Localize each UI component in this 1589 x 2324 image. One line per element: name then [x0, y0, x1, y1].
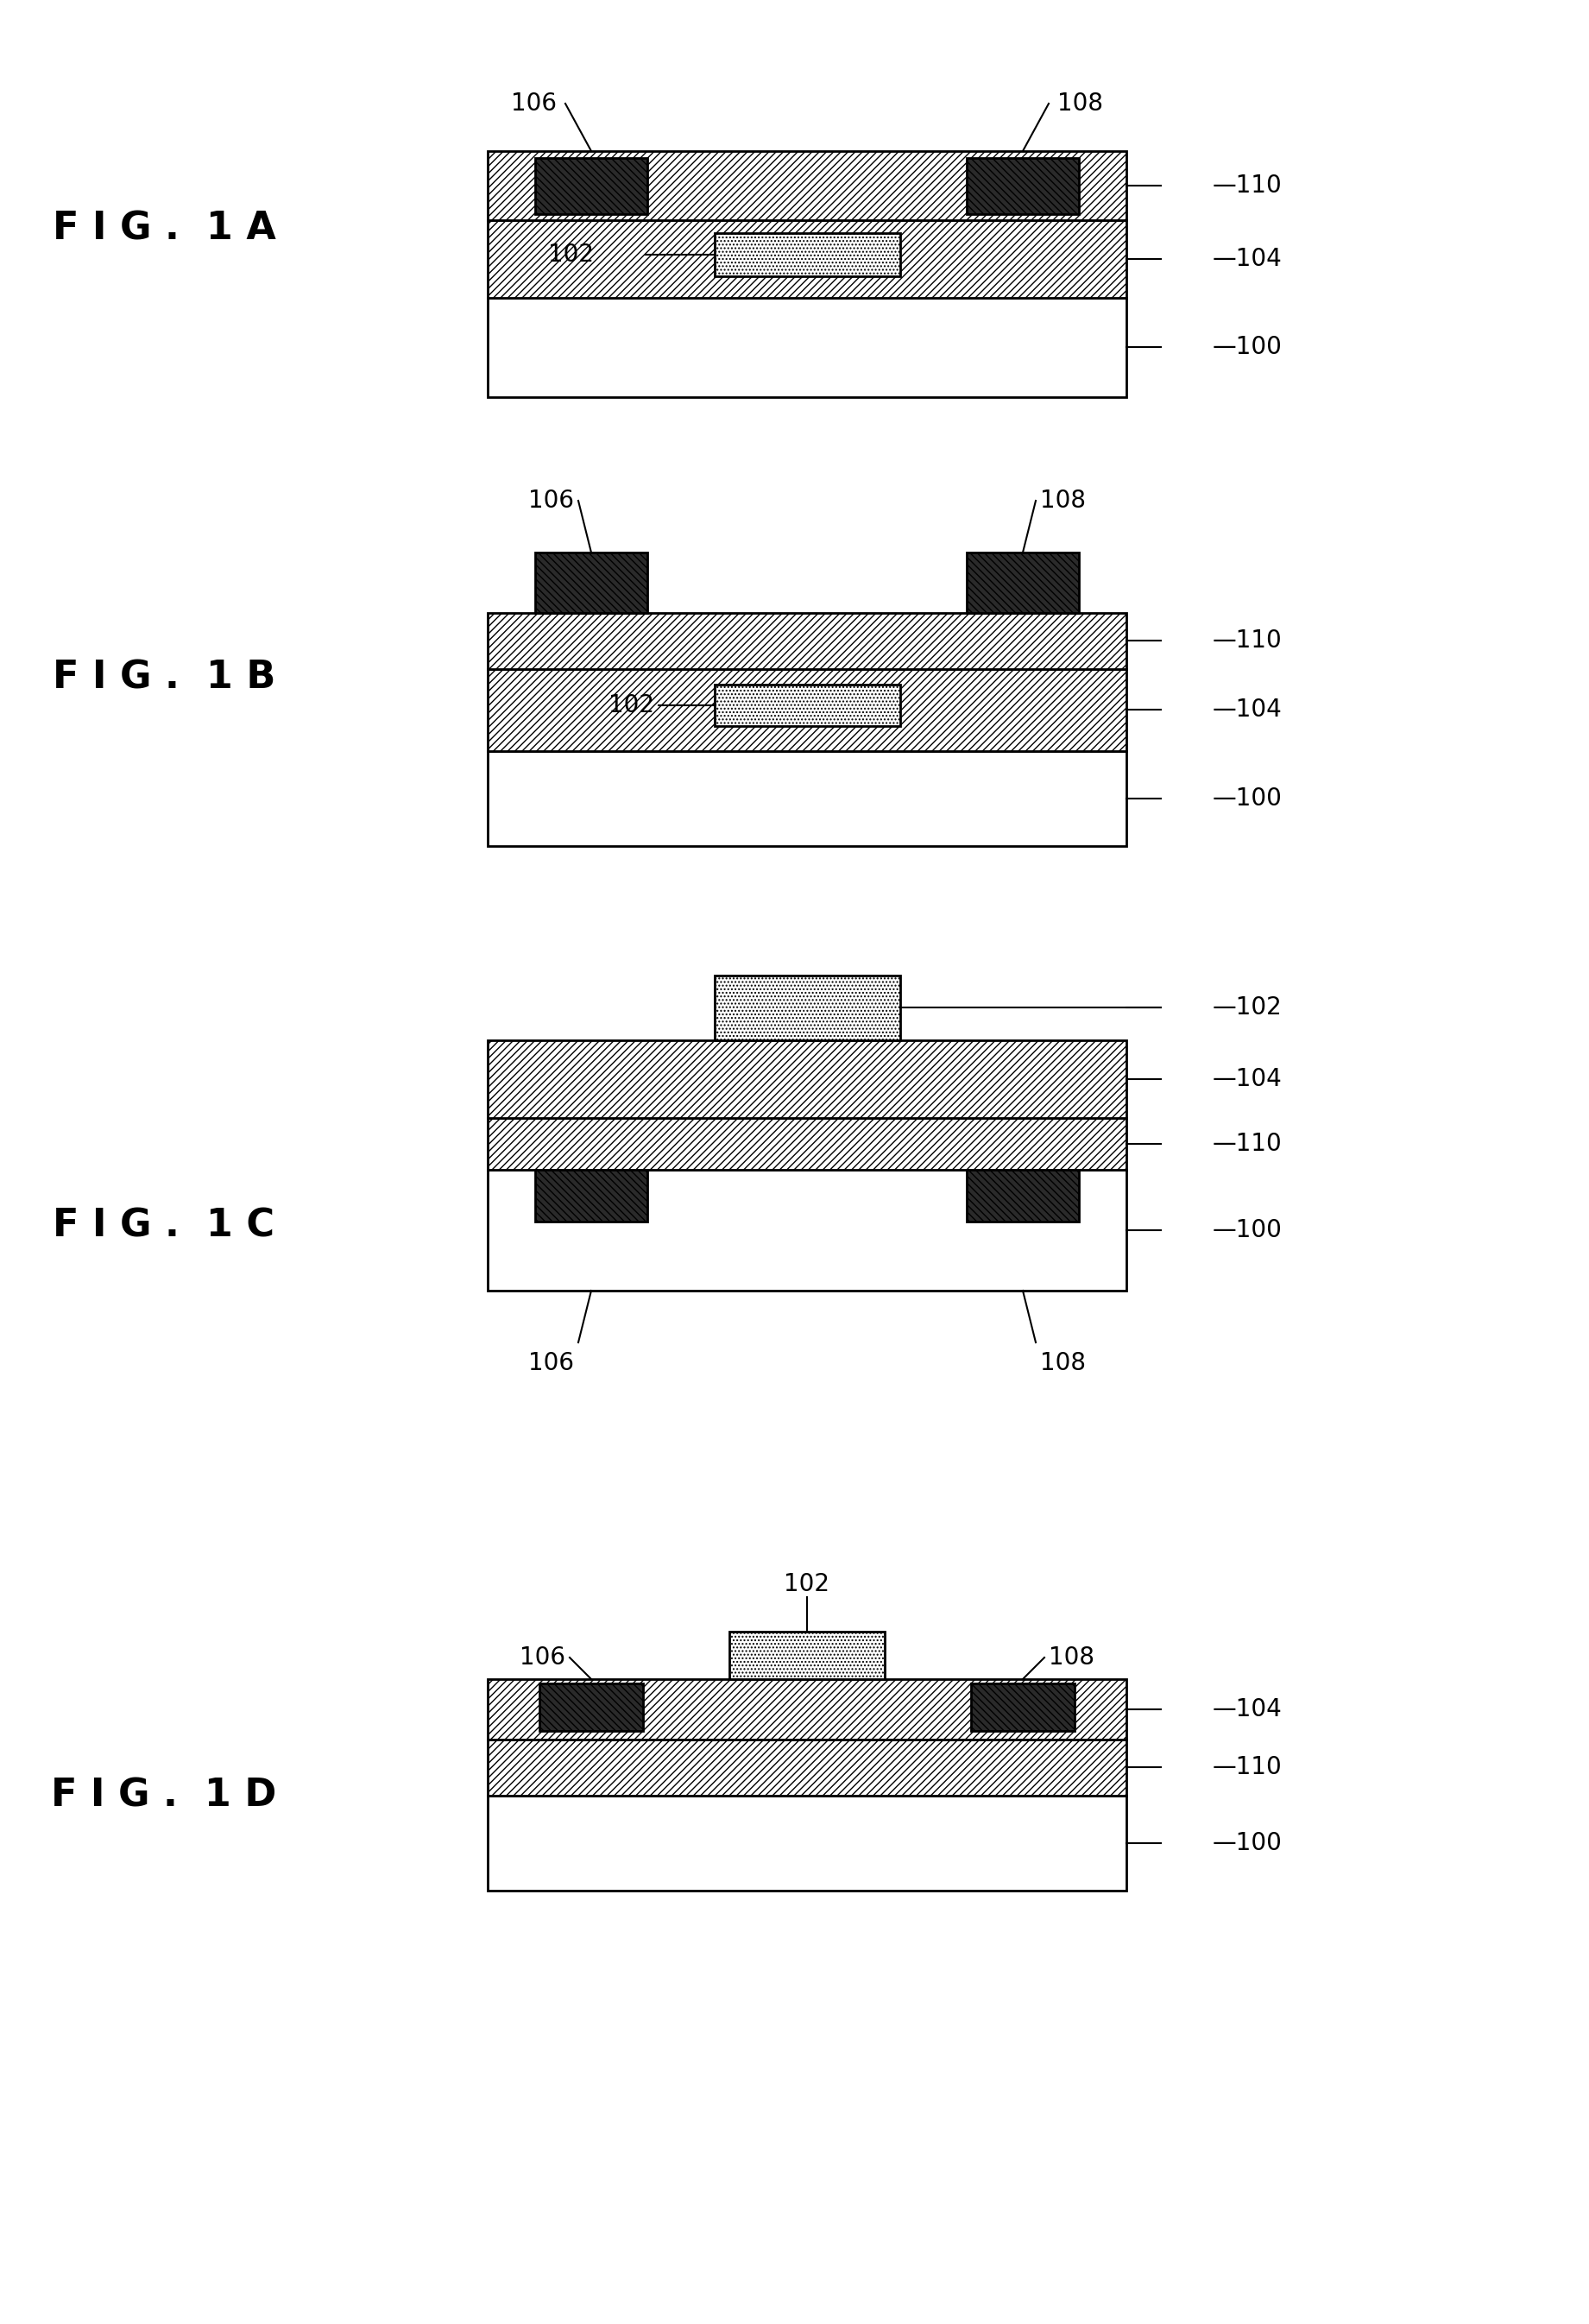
Bar — [971, 1683, 1074, 1731]
Text: 106: 106 — [512, 91, 556, 116]
Text: 106: 106 — [528, 1350, 574, 1376]
Bar — [488, 221, 1127, 297]
Text: —100: —100 — [1212, 786, 1282, 811]
Bar — [715, 686, 901, 725]
Bar — [966, 553, 1079, 614]
Bar — [488, 1680, 1127, 1741]
Text: —110: —110 — [1212, 627, 1282, 653]
Text: 106: 106 — [528, 488, 574, 514]
Text: —104: —104 — [1212, 246, 1282, 272]
Text: —110: —110 — [1212, 1132, 1282, 1155]
Text: —110: —110 — [1212, 174, 1282, 198]
Bar — [488, 1741, 1127, 1796]
Text: F I G .  1 C: F I G . 1 C — [52, 1208, 275, 1243]
Text: —104: —104 — [1212, 1067, 1282, 1092]
Bar — [488, 614, 1127, 669]
Text: —100: —100 — [1212, 1831, 1282, 1855]
Text: 108: 108 — [1057, 91, 1103, 116]
Text: —104: —104 — [1212, 1697, 1282, 1722]
Bar — [539, 1683, 644, 1731]
Bar — [966, 158, 1079, 214]
Bar — [715, 976, 901, 1041]
Text: 108: 108 — [1049, 1645, 1095, 1669]
Bar — [535, 1169, 647, 1222]
Bar — [966, 1169, 1079, 1222]
Text: F I G .  1 D: F I G . 1 D — [51, 1778, 276, 1815]
Text: F I G .  1 B: F I G . 1 B — [52, 660, 275, 697]
Bar — [488, 1169, 1127, 1290]
Text: 106: 106 — [520, 1645, 566, 1669]
Text: 108: 108 — [1041, 1350, 1085, 1376]
Bar — [535, 158, 647, 214]
Bar — [488, 297, 1127, 397]
Bar — [715, 232, 901, 277]
Bar — [535, 553, 647, 614]
Bar — [488, 151, 1127, 221]
Bar — [488, 669, 1127, 751]
Text: 102: 102 — [548, 242, 594, 267]
Text: —100: —100 — [1212, 335, 1282, 360]
Text: 108: 108 — [1041, 488, 1085, 514]
Bar — [488, 1118, 1127, 1169]
Bar — [488, 1041, 1127, 1118]
Bar — [488, 751, 1127, 846]
Bar — [488, 1796, 1127, 1892]
Text: 102: 102 — [609, 693, 655, 718]
Text: —110: —110 — [1212, 1755, 1282, 1780]
Text: —104: —104 — [1212, 697, 1282, 723]
Text: F I G .  1 A: F I G . 1 A — [52, 209, 276, 246]
Text: 102: 102 — [783, 1571, 829, 1597]
Text: —100: —100 — [1212, 1218, 1282, 1243]
Bar — [729, 1631, 885, 1680]
Text: —102: —102 — [1212, 995, 1282, 1020]
